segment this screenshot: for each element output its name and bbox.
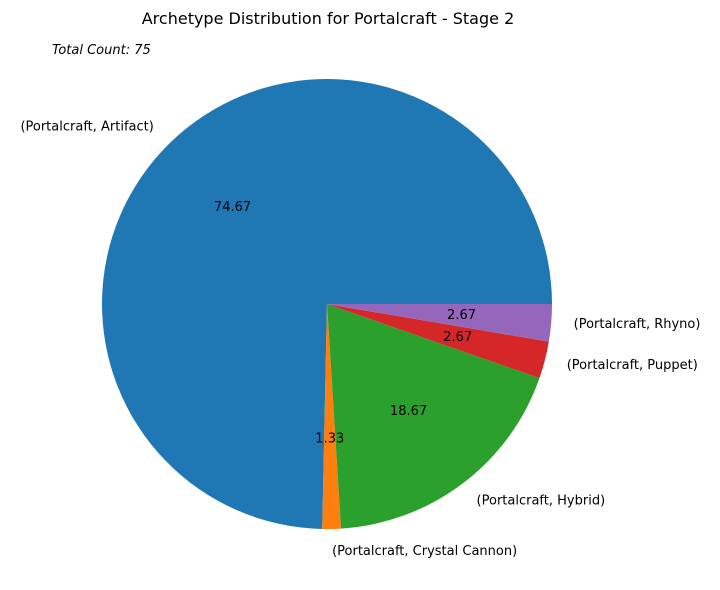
slice-percentage-label: 2.67 (443, 330, 472, 345)
slice-percentage-label: 74.67 (214, 200, 251, 215)
slice-label: (Portalcraft, Artifact) (20, 120, 153, 135)
slice-percentage-label: 18.67 (390, 404, 427, 419)
slice-label: (Portalcraft, Puppet) (567, 358, 698, 373)
slice-percentage-label: 1.33 (315, 431, 344, 446)
pie-slice-artifact (102, 79, 552, 529)
slice-label: (Portalcraft, Rhyno) (574, 317, 701, 332)
pie-slice-rhyno (327, 304, 552, 342)
pie-slice-puppet (327, 304, 549, 379)
pie-slice-crystal-cannon (322, 304, 342, 529)
chart-title: Archetype Distribution for Portalcraft -… (142, 9, 515, 28)
pie-slices (102, 79, 552, 529)
pie-labels: (Portalcraft, Artifact) 74.67 (Portalcraft… (20, 120, 700, 559)
total-count-annotation: Total Count: 75 (52, 43, 151, 58)
pie-slice-hybrid (327, 304, 540, 529)
slice-label: (Portalcraft, Crystal Cannon) (332, 544, 517, 559)
slice-label: (Portalcraft, Hybrid) (477, 494, 606, 509)
slice-percentage-label: 2.67 (447, 308, 476, 323)
